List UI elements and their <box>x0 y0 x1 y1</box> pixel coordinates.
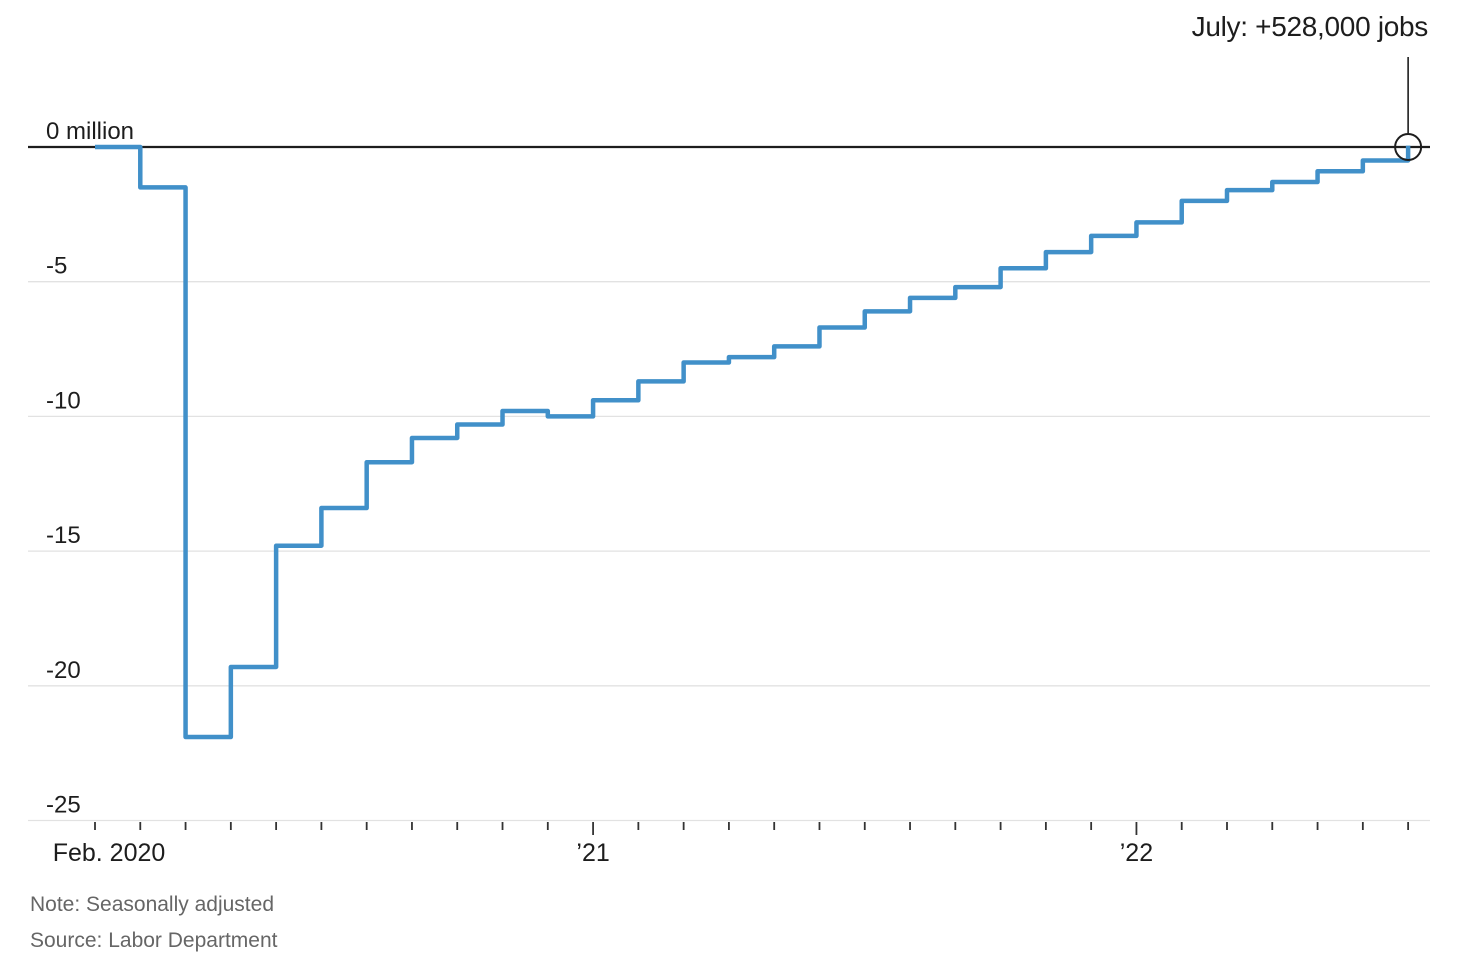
y-tick-label: -25 <box>46 792 81 819</box>
y-tick-label: 0 million <box>46 118 134 145</box>
annotation-label: July: +528,000 jobs <box>1191 11 1429 42</box>
annotation-circle <box>1394 133 1423 161</box>
y-tick-label: -5 <box>46 253 67 280</box>
x-tick-label: ’21 <box>576 839 609 867</box>
chart-canvas: 0 million -5 -10 -15 -20 -25 Feb. 2020 ’21 ’22 <box>28 57 1430 867</box>
chart-note: Note: Seasonally adjusted <box>30 893 274 916</box>
chart-source: Source: Labor Department <box>30 929 278 952</box>
y-tick-label: -20 <box>46 657 81 684</box>
y-tick-label: -10 <box>46 387 81 414</box>
x-tick-label: ’22 <box>1120 839 1153 867</box>
x-tick-label: Feb. 2020 <box>53 839 166 867</box>
step-line <box>95 144 1411 740</box>
y-tick-label: -15 <box>46 522 81 549</box>
